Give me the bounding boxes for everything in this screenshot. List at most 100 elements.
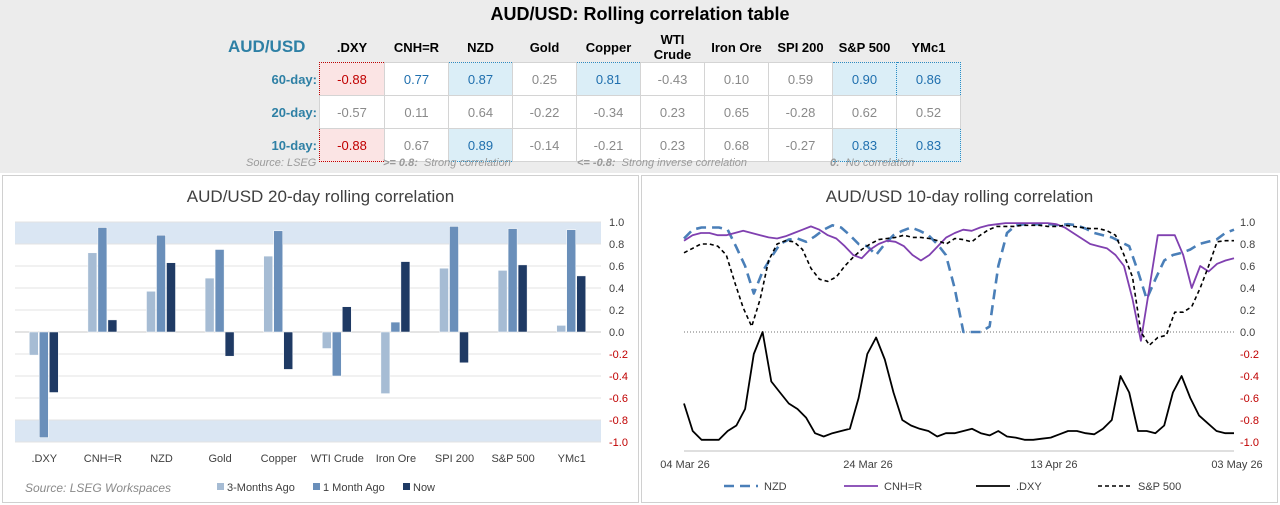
bar — [283, 331, 293, 370]
table-cell: 0.23 — [640, 128, 705, 162]
table-cell: -0.57 — [319, 95, 385, 129]
table-cell: 0.65 — [704, 95, 769, 129]
column-header: WTI Crude — [653, 32, 692, 62]
y-tick-label: -0.6 — [609, 393, 628, 405]
x-tick-label: YMc1 — [558, 453, 586, 465]
bar — [273, 230, 283, 333]
y-tick-label: 0.0 — [609, 327, 624, 339]
legend-label: 1 Month Ago — [323, 482, 385, 494]
y-tick-label: 0.6 — [609, 261, 624, 273]
table-cell: 0.86 — [896, 62, 961, 96]
bar — [49, 331, 59, 393]
x-tick-label: S&P 500 — [491, 453, 534, 465]
y-tick-label: -0.4 — [609, 371, 628, 383]
x-tick-label: SPI 200 — [435, 453, 474, 465]
bar — [97, 227, 108, 333]
table-cell: 0.90 — [832, 62, 897, 96]
column-header: CNH=R — [393, 39, 440, 55]
table-source: Source: LSEG — [246, 157, 317, 169]
table-cell: -0.88 — [319, 128, 385, 162]
line-chart-title: AUD/USD 10-day rolling correlation — [825, 187, 1094, 206]
y-tick-label: 0.6 — [1240, 261, 1255, 273]
y-tick-label: 0.8 — [1240, 239, 1255, 251]
x-tick-label: NZD — [150, 453, 173, 465]
legend-strong-inverse-correlation: <= -0.8: Strong inverse correlation — [577, 157, 747, 169]
x-tick-label: 24 Mar 26 — [843, 459, 893, 471]
bar — [87, 252, 98, 333]
series-line — [683, 224, 1234, 346]
y-tick-label: 0.2 — [1240, 305, 1255, 317]
chart-source: Source: LSEG Workspaces — [25, 481, 171, 495]
legend-label: CNH=R — [884, 481, 922, 493]
table-row: 20-day: -0.57 0.11 0.64 -0.22 -0.34 0.23… — [228, 95, 961, 129]
bar — [459, 331, 469, 364]
table-cell: -0.34 — [576, 95, 641, 129]
table-cell: 0.68 — [704, 128, 769, 162]
table-cell: 0.87 — [448, 62, 513, 96]
table-cell: -0.28 — [768, 95, 833, 129]
table-row: 10-day: -0.88 0.67 0.89 -0.14 -0.21 0.23… — [228, 128, 961, 162]
table-header-row: AUD/USD .DXY CNH=R NZD Gold Copper WTI C… — [228, 32, 961, 63]
column-header: NZD — [467, 39, 494, 55]
correlation-table-panel: AUD/USD: Rolling correlation table AUD/U… — [0, 0, 1280, 173]
table-cell: 0.83 — [896, 128, 961, 162]
bar — [576, 275, 586, 333]
legend-no-correlation: 0: No correlation — [830, 157, 915, 169]
bar — [556, 325, 566, 333]
line-chart-svg: 1.0 0.8 0.6 0.4 0.2 0.0 -0.2 -0.4 -0.6 -0.8 -1.0 04… — [660, 217, 1262, 493]
legend-label: S&P 500 — [1138, 481, 1181, 493]
table-cell: 0.62 — [832, 95, 897, 129]
table-corner-label: AUD/USD — [228, 37, 306, 57]
bar — [39, 331, 49, 438]
page-title: AUD/USD: Rolling correlation table — [490, 4, 790, 24]
column-header: Gold — [529, 39, 560, 55]
row-label: 60-day: — [271, 71, 317, 87]
y-tick-label: -1.0 — [609, 437, 628, 449]
x-tick-label: Iron Ore — [376, 453, 416, 465]
bar — [204, 277, 215, 333]
legend-label: .DXY — [1016, 481, 1042, 493]
bar — [380, 331, 391, 394]
table-cell: 0.10 — [704, 62, 769, 96]
table-cell: -0.21 — [576, 128, 641, 162]
bar — [332, 331, 342, 377]
x-tick-label: Gold — [208, 453, 231, 465]
legend-label: Now — [413, 482, 435, 494]
x-tick-label: .DXY — [31, 453, 57, 465]
table-cell: 0.83 — [832, 128, 897, 162]
y-tick-label: 1.0 — [1240, 217, 1255, 229]
series-line — [683, 222, 1235, 334]
series-line — [683, 222, 1235, 342]
table-cell: 0.77 — [384, 62, 449, 96]
bar — [449, 226, 459, 333]
series-line — [683, 331, 1234, 441]
row-label: 10-day: — [271, 137, 317, 153]
table-cell: -0.14 — [512, 128, 577, 162]
y-tick-label: -0.8 — [609, 415, 628, 427]
x-tick-label: 03 May 26 — [1211, 459, 1262, 471]
bar — [224, 331, 235, 357]
row-label: 20-day: — [271, 104, 317, 120]
bar — [263, 255, 273, 333]
y-tick-label: -0.2 — [1240, 349, 1259, 361]
legend-swatch — [403, 483, 410, 490]
y-tick-label: 0.4 — [609, 283, 624, 295]
table-cell: -0.88 — [319, 62, 385, 96]
bar — [214, 249, 225, 333]
table-cell: 0.25 — [512, 62, 577, 96]
table-cell: 0.11 — [384, 95, 449, 129]
x-tick-label: Copper — [261, 453, 297, 465]
y-tick-label: 1.0 — [609, 217, 624, 229]
line-chart-panel: AUD/USD 10-day rolling correlation 1.0 0.… — [641, 175, 1278, 503]
column-header: YMc1 — [911, 39, 946, 55]
column-header: S&P 500 — [838, 39, 891, 55]
table-cell: 0.81 — [576, 62, 641, 96]
bar — [439, 267, 449, 333]
legend-swatch — [217, 483, 224, 490]
x-tick-label: WTI Crude — [311, 453, 364, 465]
table-row: 60-day: -0.88 0.77 0.87 0.25 0.81 -0.43 … — [228, 62, 961, 96]
y-tick-label: 0.2 — [609, 305, 624, 317]
bar — [566, 229, 576, 333]
y-tick-label: -0.2 — [609, 349, 628, 361]
table-cell: -0.43 — [640, 62, 705, 96]
